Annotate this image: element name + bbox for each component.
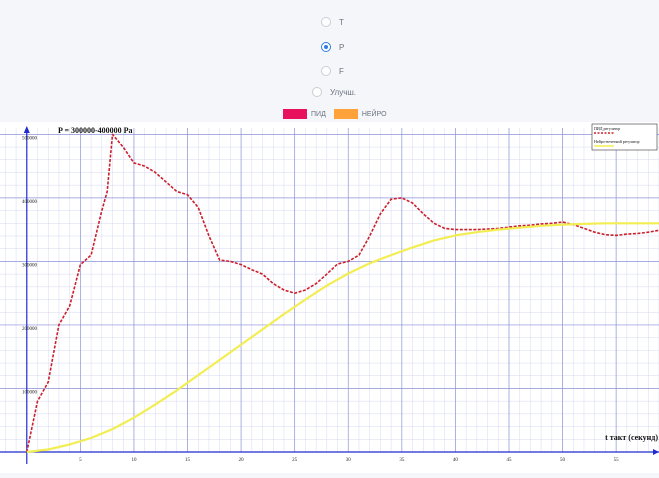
radio-option-p[interactable]: P [321, 42, 344, 52]
grid-minor [0, 128, 659, 453]
x-tick-label: 55 [614, 458, 620, 463]
y-tick-label: 300000 [22, 263, 38, 268]
radio-improve-label: Улучш. [330, 87, 357, 97]
radio-improve-circle[interactable] [312, 87, 322, 97]
y-tick-label: 400000 [22, 200, 38, 205]
x-tick-label: 40 [453, 458, 459, 463]
controls-panel: T P F Улучш. ПИД НЕЙРО [0, 0, 659, 122]
x-axis-label: t такт (секунд) [605, 433, 658, 442]
pid-toggle-swatch[interactable] [283, 109, 307, 119]
series-line-neuro [26, 222, 659, 454]
chart-legend: ПИД регулятор Нейро-нечеткий регулятор [591, 123, 658, 151]
x-tick-label: 35 [399, 458, 405, 463]
radio-p-label: P [339, 42, 345, 52]
legend-label-neuro: Нейро-нечеткий регулятор [594, 139, 639, 144]
y-axis-arrow [23, 126, 30, 133]
pressure-chart: 100000 200000 300000 400000 500000 5 10 15 20 25 3… [0, 123, 659, 464]
radio-f-label: F [339, 66, 344, 76]
x-tick-label: 20 [239, 458, 245, 463]
neuro-toggle-swatch[interactable] [333, 109, 358, 119]
radio-option-f[interactable]: F [321, 66, 344, 76]
grid-major [0, 128, 659, 452]
y-tick-label: 500000 [22, 136, 38, 141]
y-tick-label: 100000 [22, 390, 38, 395]
series-lines [26, 133, 659, 454]
x-tick-label: 50 [560, 458, 566, 463]
x-tick-label: 5 [79, 458, 82, 463]
tick-labels: 100000 200000 300000 400000 500000 5 10 15 20 25 3… [22, 136, 619, 463]
y-tick-label: 200000 [22, 327, 38, 332]
series-toggle-group: ПИД НЕЙРО [283, 109, 391, 119]
radio-option-improve[interactable]: Улучш. [312, 87, 356, 97]
pid-toggle-label[interactable]: ПИД [311, 110, 326, 118]
radio-f-circle[interactable] [321, 66, 331, 76]
chart-container: 100000 200000 300000 400000 500000 5 10 15 20 25 3… [0, 122, 659, 473]
neuro-toggle-label[interactable]: НЕЙРО [361, 110, 387, 118]
x-tick-label: 10 [131, 458, 137, 463]
chart-title: P = 300000-400000 Pa [58, 126, 133, 135]
x-tick-label: 25 [292, 458, 298, 463]
x-tick-label: 30 [346, 458, 352, 463]
series-line-pid [26, 133, 659, 453]
legend-label-pid: ПИД регулятор [594, 126, 620, 131]
x-tick-label: 15 [185, 458, 191, 463]
x-axis-arrow [653, 449, 659, 455]
radio-p-circle[interactable] [321, 42, 331, 52]
radio-t-circle[interactable] [321, 17, 331, 27]
radio-t-label: T [339, 17, 344, 27]
axes [0, 126, 659, 464]
radio-option-t[interactable]: T [321, 17, 344, 27]
x-tick-label: 45 [506, 458, 512, 463]
